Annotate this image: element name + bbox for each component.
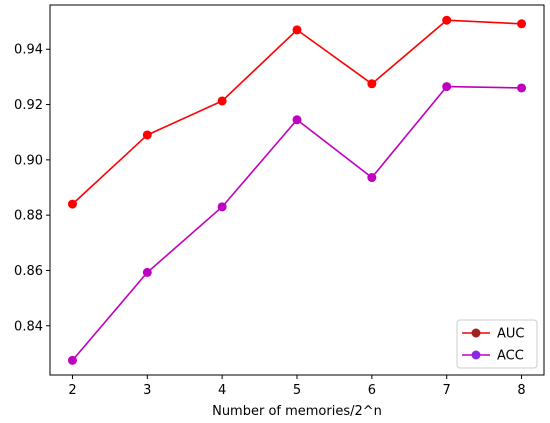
- acc-point: [517, 83, 527, 93]
- legend: AUC ACC: [456, 319, 538, 369]
- auc-point: [517, 19, 527, 29]
- acc-point: [217, 202, 227, 212]
- acc-point: [67, 355, 77, 365]
- x-tick-label: 2: [68, 383, 76, 398]
- auc-point: [367, 79, 377, 89]
- acc-point: [442, 82, 452, 92]
- auc-series-line: [71, 19, 522, 205]
- x-axis-ticks: 2 3 4 5 6 7 8: [68, 375, 526, 398]
- acc-point: [142, 267, 152, 277]
- y-tick-label: 0.88: [14, 209, 43, 224]
- y-tick-label: 0.84: [14, 319, 43, 334]
- legend-marker-auc: [471, 328, 481, 338]
- x-tick-label: 8: [517, 383, 525, 398]
- x-axis-label: Number of memories/2^n: [212, 404, 382, 419]
- x-tick-label: 6: [368, 383, 376, 398]
- x-tick-label: 7: [443, 383, 451, 398]
- y-tick-label: 0.90: [14, 153, 43, 168]
- y-tick-label: 0.94: [14, 43, 43, 58]
- legend-label-acc: ACC: [497, 349, 524, 364]
- x-tick-label: 4: [218, 383, 226, 398]
- auc-point: [292, 25, 302, 35]
- y-tick-label: 0.86: [14, 264, 43, 279]
- x-tick-label: 3: [143, 383, 151, 398]
- auc-point: [67, 199, 77, 209]
- acc-series-line: [71, 85, 522, 361]
- legend-label-auc: AUC: [497, 327, 525, 342]
- x-tick-label: 5: [293, 383, 301, 398]
- acc-point: [367, 173, 377, 183]
- series-layer: [67, 15, 527, 365]
- plot-frame: [49, 4, 545, 376]
- acc-point: [292, 115, 302, 125]
- auc-point: [442, 15, 452, 25]
- auc-point: [217, 96, 227, 106]
- y-tick-label: 0.92: [14, 98, 43, 113]
- y-axis-ticks: 0.84 0.86 0.88 0.90 0.92 0.94: [14, 43, 50, 334]
- legend-marker-acc: [471, 350, 481, 360]
- auc-point: [142, 130, 152, 140]
